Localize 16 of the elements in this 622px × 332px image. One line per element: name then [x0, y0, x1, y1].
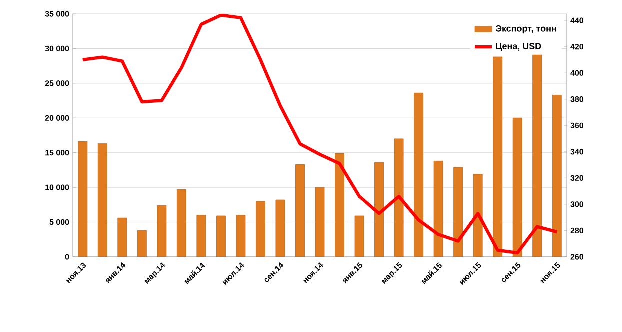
- bar: [157, 205, 167, 257]
- bar: [118, 218, 128, 257]
- bar: [98, 144, 108, 257]
- bar: [216, 216, 226, 257]
- bar: [176, 189, 186, 257]
- bar: [512, 118, 522, 257]
- bar: [137, 230, 147, 257]
- bar: [414, 92, 424, 257]
- legend-label: Экспорт, тонн: [496, 25, 556, 34]
- bar: [493, 56, 503, 257]
- bar: [78, 142, 88, 257]
- legend-label: Цена, USD: [496, 43, 542, 52]
- bar: [552, 95, 562, 257]
- line-series: [81, 14, 559, 255]
- bar: [256, 201, 266, 257]
- bar: [296, 164, 305, 257]
